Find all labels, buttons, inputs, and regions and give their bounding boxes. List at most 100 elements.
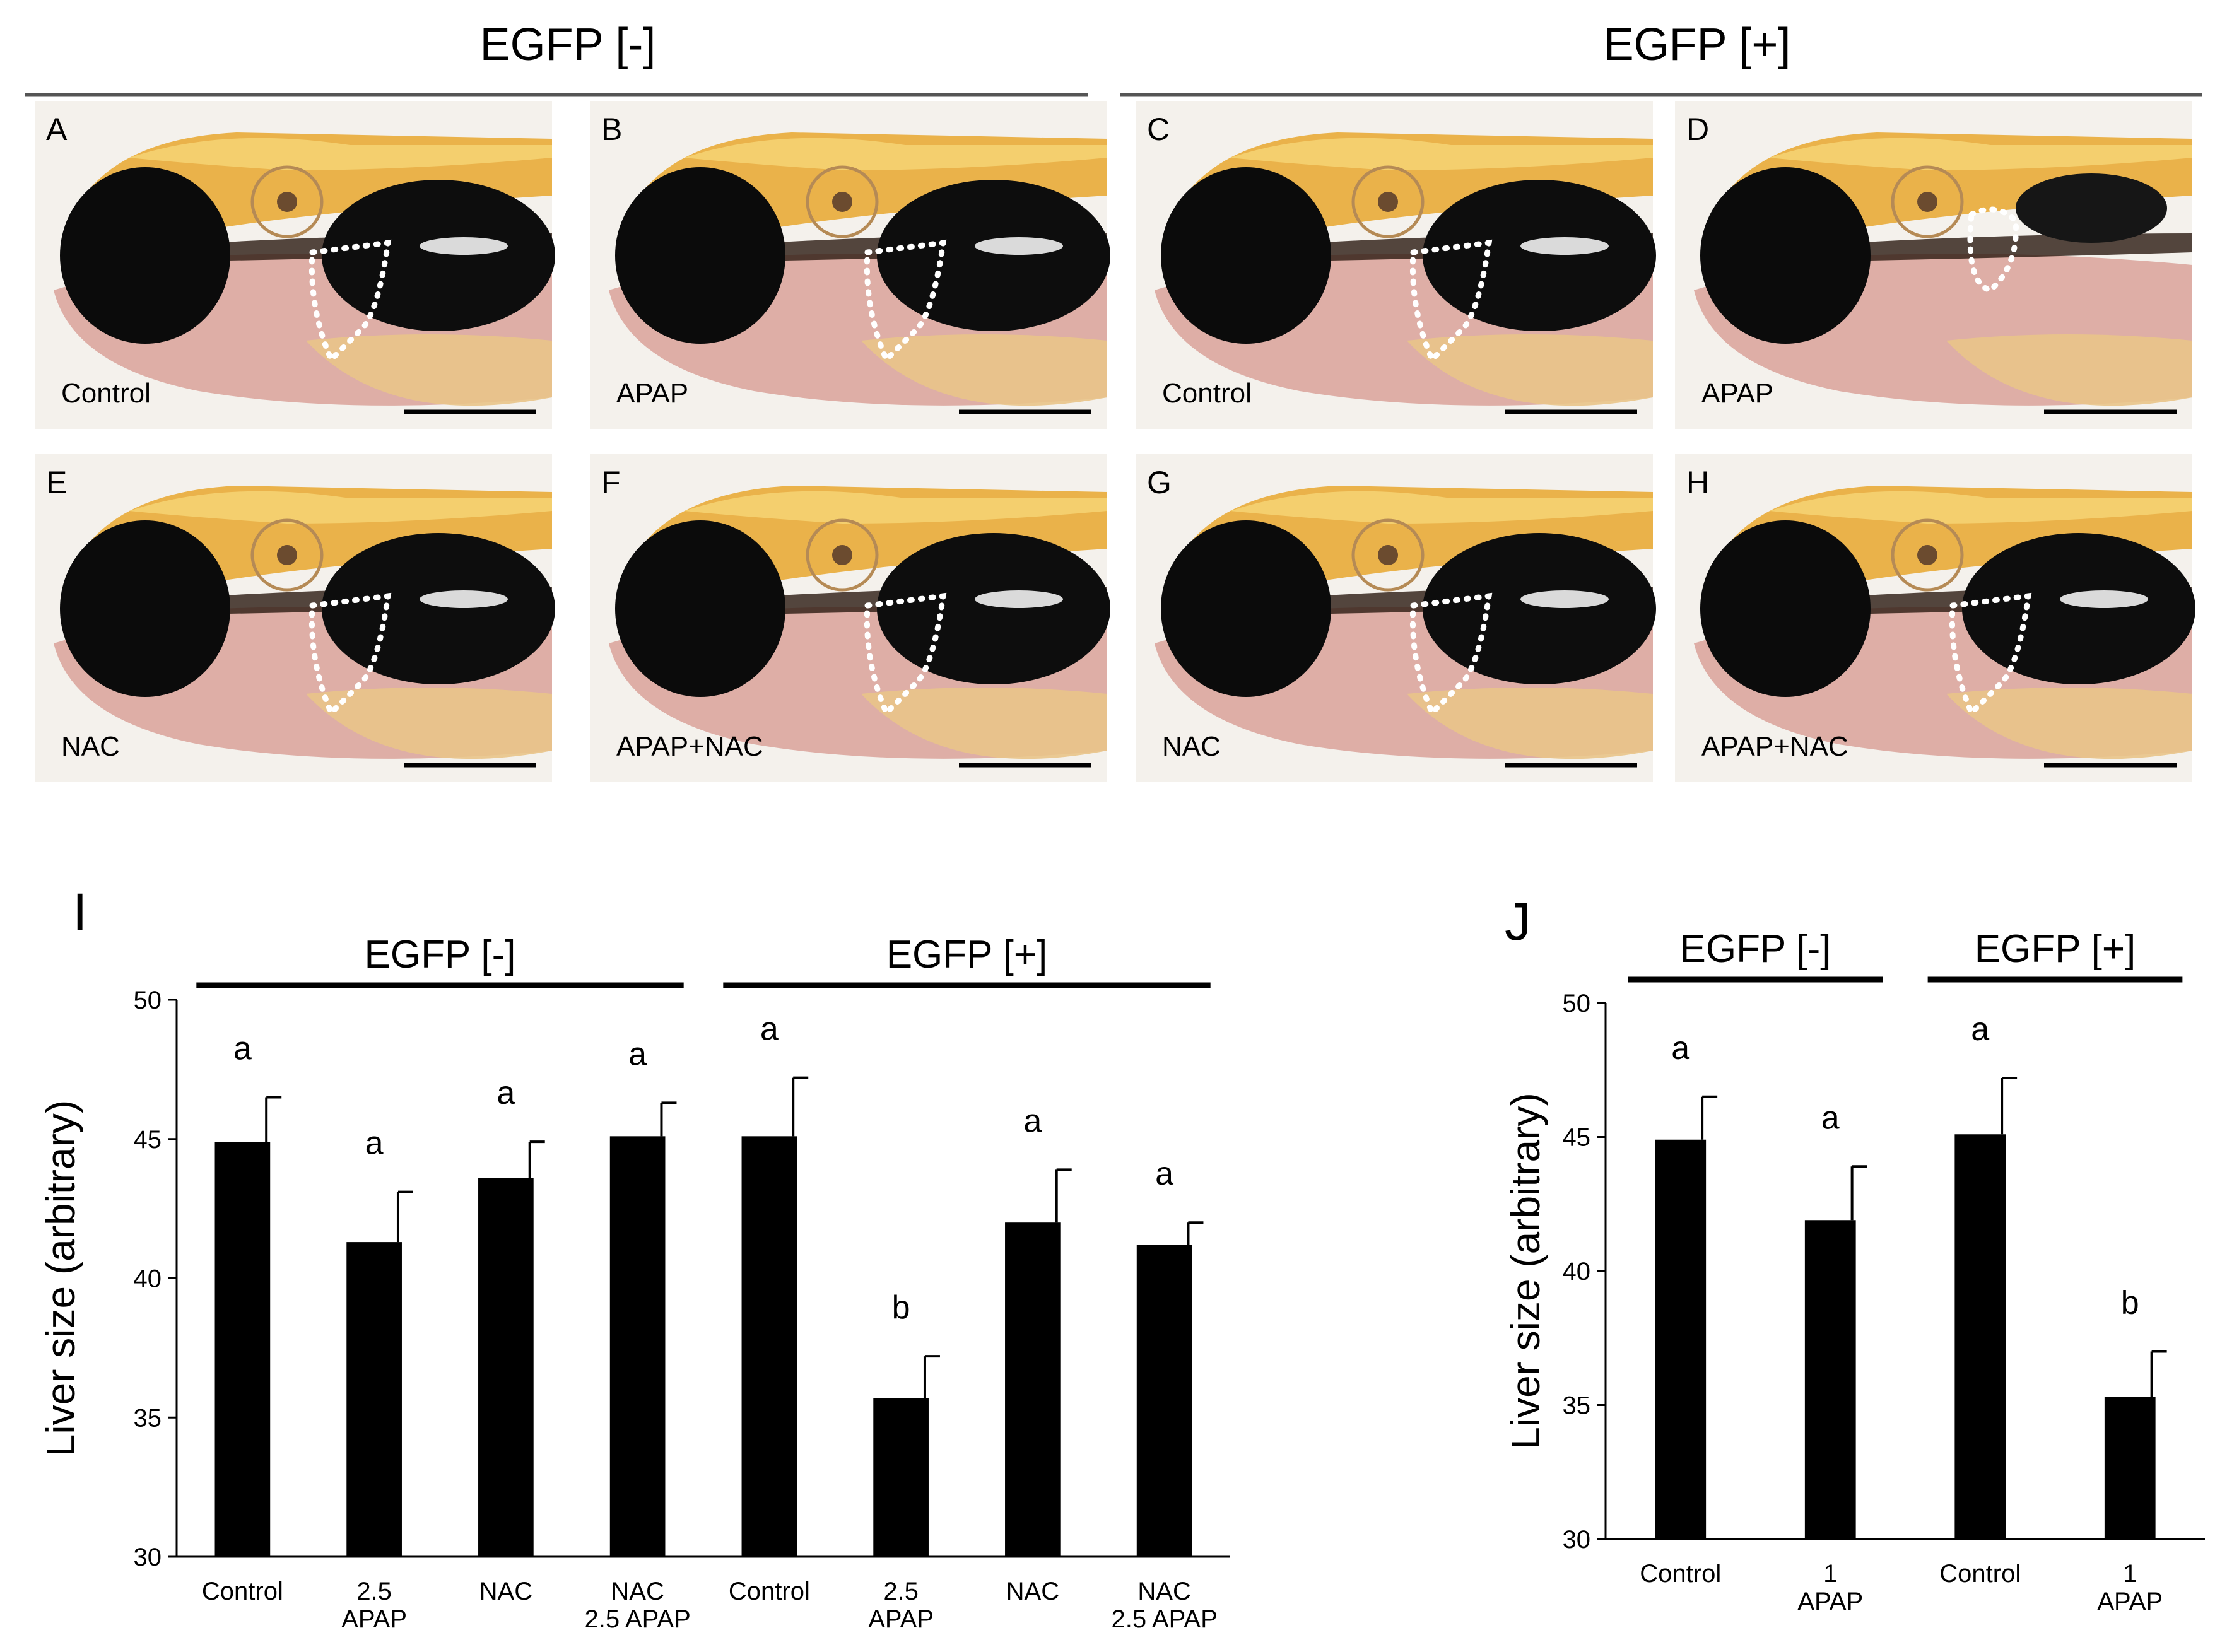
- x-tick-label: 2.5 APAP: [584, 1605, 690, 1633]
- panel-letter: A: [46, 112, 68, 147]
- bar: [1005, 1222, 1061, 1557]
- otolith: [277, 545, 297, 565]
- swim-bladder-glare: [420, 590, 508, 608]
- significance-letter: a: [1971, 1011, 1989, 1048]
- panel-b: B APAP: [590, 101, 1110, 429]
- larva-belly: [1407, 688, 1653, 759]
- panel-a: A Control: [35, 101, 555, 429]
- y-tick-label: 50: [134, 987, 162, 1014]
- bar: [1954, 1134, 2006, 1539]
- group-label: EGFP [+]: [1975, 927, 2136, 971]
- swim-bladder: [1962, 533, 2195, 684]
- swim-bladder-glare: [420, 237, 508, 255]
- group-label: EGFP [-]: [364, 933, 515, 976]
- significance-letter: a: [233, 1031, 252, 1067]
- liver-outline: [308, 592, 392, 718]
- larva-belly: [1407, 334, 1653, 406]
- x-tick-label: NAC: [479, 1578, 532, 1605]
- swim-bladder: [1423, 533, 1656, 684]
- significance-letter: a: [1671, 1030, 1689, 1067]
- x-tick-label: NAC: [1006, 1578, 1059, 1605]
- bar: [1136, 1245, 1192, 1557]
- liver-outline: [864, 592, 947, 718]
- otolith: [1378, 545, 1398, 565]
- larva-belly: [1946, 334, 2192, 406]
- panel-g: G NAC: [1136, 454, 1656, 782]
- otolith: [277, 192, 297, 212]
- significance-letter: a: [1023, 1103, 1042, 1139]
- significance-letter: a: [628, 1036, 647, 1072]
- bar: [609, 1136, 666, 1557]
- micrograph-panels: A Control B APAP C Control D APAP E NAC F APAP+NAC G…: [35, 101, 2195, 782]
- larva-head-highlight: [129, 138, 552, 170]
- larva-head-highlight: [1770, 138, 2192, 170]
- x-tick-label: APAP: [1797, 1588, 1863, 1615]
- panel-letter: D: [1686, 112, 1709, 147]
- panel-letter: C: [1147, 112, 1170, 147]
- panel-caption: Control: [1162, 378, 1252, 409]
- significance-letter: a: [365, 1125, 384, 1162]
- chart-panel-letter: J: [1505, 892, 1531, 951]
- liver-outline: [1409, 239, 1493, 365]
- larva-head-highlight: [1770, 491, 2192, 524]
- swim-bladder: [1423, 180, 1656, 331]
- larva-belly: [306, 688, 552, 759]
- y-tick-label: 35: [1563, 1392, 1591, 1420]
- panel-caption: APAP+NAC: [616, 731, 763, 762]
- group-label: EGFP [-]: [1679, 927, 1831, 971]
- x-tick-label: Control: [729, 1578, 810, 1605]
- eye: [1700, 167, 1871, 344]
- otic-vesicle: [806, 518, 879, 592]
- panel-d: D APAP: [1675, 101, 2192, 429]
- eye: [615, 167, 785, 344]
- significance-letter: a: [497, 1075, 515, 1111]
- group-title-egfp-pos: EGFP [+]: [1604, 20, 1791, 70]
- y-tick-label: 35: [134, 1404, 162, 1432]
- chart-j: J Liver size (arbitrary) 30 35 40 45 50 EGFP [-…: [1503, 892, 2205, 1615]
- larva-belly: [1946, 688, 2192, 759]
- significance-letter: b: [2121, 1285, 2139, 1321]
- larva-belly: [861, 688, 1107, 759]
- panel-caption: NAC: [61, 731, 120, 762]
- significance-letter: b: [892, 1289, 910, 1326]
- otolith: [1917, 192, 1937, 212]
- larva-head-highlight: [1230, 491, 1653, 524]
- y-tick-label: 45: [134, 1126, 162, 1154]
- chart-i: I Liver size (arbitrary) 30 35 40 45 50 EGFP [-…: [38, 882, 1230, 1633]
- panel-h: H APAP+NAC: [1675, 454, 2195, 782]
- otic-vesicle: [250, 518, 324, 592]
- larva-belly: [861, 334, 1107, 406]
- x-tick-label: APAP: [2097, 1588, 2163, 1615]
- swim-bladder-glare: [2060, 590, 2148, 608]
- x-tick-label: 1: [2123, 1560, 2137, 1588]
- eye: [60, 167, 230, 344]
- bar: [346, 1242, 402, 1557]
- x-tick-label: Control: [1640, 1560, 1721, 1588]
- x-tick-label: 2.5: [883, 1578, 919, 1605]
- bar: [1655, 1139, 1707, 1539]
- swim-bladder: [877, 533, 1110, 684]
- panel-f: F APAP+NAC: [590, 454, 1110, 782]
- panel-caption: NAC: [1162, 731, 1221, 762]
- swim-bladder-glare: [975, 590, 1063, 608]
- group-title-egfp-neg: EGFP [-]: [480, 20, 656, 70]
- x-tick-label: 2.5: [356, 1578, 392, 1605]
- y-axis-label: Liver size (arbitrary): [1503, 1093, 1548, 1449]
- eye: [1161, 520, 1331, 697]
- panel-letter: G: [1147, 465, 1172, 500]
- liver-outline: [1949, 592, 2032, 718]
- larva-belly: [306, 334, 552, 406]
- eye: [60, 520, 230, 697]
- x-tick-label: APAP: [341, 1605, 407, 1633]
- group-label: EGFP [+]: [886, 933, 1048, 976]
- larva-head-highlight: [685, 138, 1107, 170]
- x-tick-label: NAC: [611, 1578, 664, 1605]
- otolith: [832, 192, 852, 212]
- panel-c: C Control: [1136, 101, 1656, 429]
- bar: [2104, 1397, 2156, 1539]
- otolith: [1917, 545, 1937, 565]
- panel-caption: APAP: [616, 378, 688, 409]
- otic-vesicle: [1891, 165, 1964, 238]
- bar: [1804, 1220, 1856, 1539]
